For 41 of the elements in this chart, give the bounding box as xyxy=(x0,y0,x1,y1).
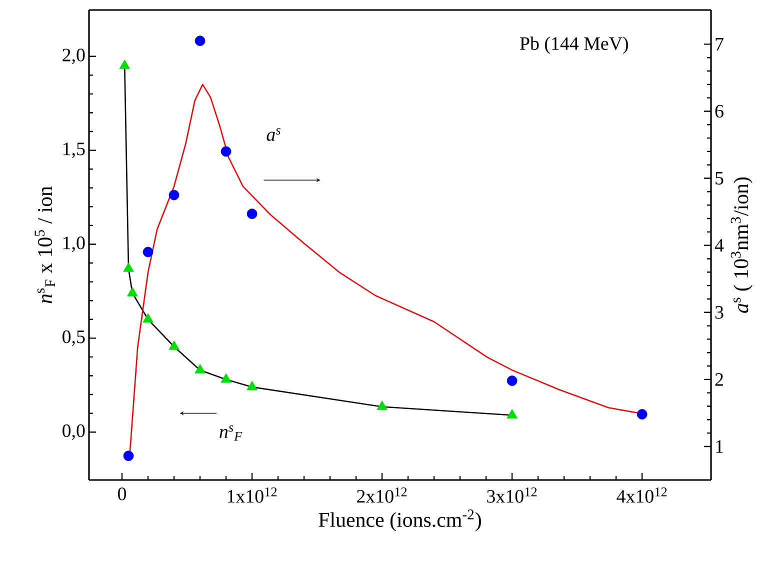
y-axis-title: n$^{s}$$_{F}$ x 10$^{5}$ / ion xyxy=(34,186,55,304)
point xyxy=(376,400,388,410)
point xyxy=(123,262,134,272)
y2-axis-title: a$^{s}$ ( 10$^{3}$nm$^{3}$/ion) xyxy=(730,177,752,313)
y2-tick-label: 1 xyxy=(716,440,723,453)
y2-tick-label: 6 xyxy=(715,104,724,118)
annotation: Pb (144 MeV) xyxy=(520,36,628,54)
y-tick-label: 0,0 xyxy=(62,424,85,440)
y2-tick-label: 4 xyxy=(714,239,724,252)
y-tick-label: 0,5 xyxy=(62,330,85,346)
x-tick-label: 4x10$^{12}$ xyxy=(616,488,667,503)
point xyxy=(168,340,180,350)
y2-tick-label: 2 xyxy=(715,373,723,386)
x-tick-label: 1x10$^{12}$ xyxy=(228,488,277,503)
point xyxy=(123,450,134,462)
point xyxy=(194,364,206,374)
point xyxy=(168,190,180,200)
point xyxy=(220,146,232,157)
point xyxy=(220,373,232,383)
point xyxy=(636,409,648,420)
x-axis-title: Fluence (ions.cm$^{-2}$) xyxy=(318,510,481,532)
point xyxy=(127,286,138,296)
point xyxy=(142,313,154,323)
point xyxy=(142,246,154,258)
y2-tick-label: 3 xyxy=(715,306,724,319)
x-tick-label: 2x10$^{12}$ xyxy=(357,488,407,503)
y2-tick-label: 5 xyxy=(716,172,724,185)
point xyxy=(194,36,206,46)
annotation: n$^{s}$F xyxy=(220,425,242,441)
point xyxy=(246,380,258,390)
y2-tick-label: 7 xyxy=(716,38,724,50)
x-tick-label: 0 xyxy=(118,488,126,500)
point xyxy=(119,60,130,69)
y-tick-label: 2,0 xyxy=(62,48,85,64)
point xyxy=(506,376,518,386)
point xyxy=(246,208,258,219)
point xyxy=(506,409,518,418)
annotation: a$^{s}$ xyxy=(266,128,280,141)
x-tick-label: 3x10$^{12}$ xyxy=(487,488,537,503)
y-tick-label: 1,5 xyxy=(63,142,85,158)
y-tick-label: 1,0 xyxy=(63,236,85,252)
